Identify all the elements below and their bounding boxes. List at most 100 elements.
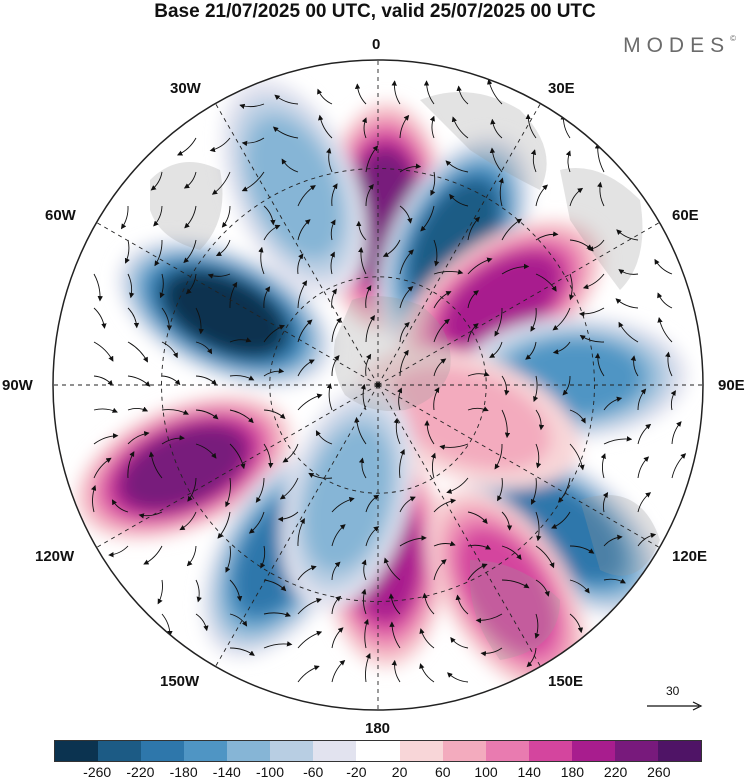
wind-arrow <box>525 341 537 360</box>
wind-arrow <box>221 205 231 228</box>
wind-arrow <box>277 511 299 522</box>
wind-arrow <box>263 611 291 617</box>
wind-arrow <box>637 492 652 513</box>
wind-arrow <box>241 137 265 147</box>
wind-arrow <box>399 349 409 377</box>
colorbar <box>54 740 702 762</box>
colorbar-swatch <box>270 741 314 761</box>
colorbar-tick-label: 100 <box>474 764 498 780</box>
wind-arrow <box>433 358 447 377</box>
wind-arrow <box>361 117 367 139</box>
wind-arrow <box>637 423 652 445</box>
wind-arrow <box>124 239 130 264</box>
wind-arrow <box>455 594 469 615</box>
latitude-circle <box>269 276 487 494</box>
wind-arrow <box>187 477 197 502</box>
wind-arrow <box>531 477 537 505</box>
wind-arrow <box>330 219 336 241</box>
meridian-line <box>377 384 541 667</box>
colorbar-tick-label: -20 <box>346 764 367 780</box>
wind-arrow <box>430 171 436 196</box>
colorbar-swatch <box>442 741 486 761</box>
wind-arrow <box>263 641 293 649</box>
wind-arrow <box>215 239 231 257</box>
wind-arrow <box>150 171 163 191</box>
meridian-line <box>215 103 379 386</box>
wind-arrow <box>281 158 299 173</box>
wind-arrow <box>274 94 299 105</box>
wind-arrow <box>161 375 181 386</box>
wind-arrow <box>424 420 435 445</box>
anomaly-contour <box>165 272 285 355</box>
wind-arrow <box>535 409 545 431</box>
colorbar-swatch <box>141 741 185 761</box>
wind-arrow <box>382 239 401 257</box>
wind-arrow <box>630 355 639 377</box>
wind-arrow <box>433 318 450 343</box>
colorbar-swatch <box>313 741 357 761</box>
label-lon-120w: 120W <box>35 548 75 565</box>
wind-arrow <box>318 114 333 139</box>
wind-arrow <box>535 545 555 569</box>
wind-arrow <box>229 613 248 627</box>
label-lon-0: 0 <box>372 36 381 53</box>
wind-arrow <box>297 630 323 649</box>
wind-arrow <box>356 220 367 241</box>
wind-arrow <box>108 545 129 558</box>
wind-arrow <box>569 409 586 424</box>
wind-arrow <box>365 145 379 173</box>
wind-arrow <box>449 193 469 207</box>
wind-arrow <box>530 307 537 332</box>
wind-arrow <box>263 579 287 592</box>
colorbar-tick-label: -140 <box>212 764 241 780</box>
wind-arrow <box>186 545 197 567</box>
wind-arrow <box>654 258 673 275</box>
wind-arrow <box>195 409 219 420</box>
wind-arrow <box>263 224 281 241</box>
anomaly-field <box>74 78 688 695</box>
anomaly-contour <box>458 529 557 655</box>
wind-arrow <box>184 205 197 229</box>
colorbar-swatch <box>184 741 228 761</box>
wind-arrow <box>582 273 605 290</box>
wind-arrow <box>494 307 503 337</box>
colorbar-tick-label: 140 <box>517 764 541 780</box>
wind-arrow <box>225 545 231 573</box>
wind-arrow <box>195 613 209 632</box>
wind-arrow <box>393 417 401 445</box>
wind-arrow <box>297 253 304 275</box>
wind-arrow <box>209 137 231 153</box>
wind-arrow <box>569 613 584 634</box>
modes-logo: MODES© <box>623 34 736 58</box>
wind-arrow <box>93 341 114 362</box>
meridian-line <box>96 222 379 386</box>
wind-vectors <box>91 78 687 683</box>
wind-arrow <box>148 451 163 479</box>
colorbar-swatch <box>528 741 572 761</box>
wind-arrow <box>467 511 488 525</box>
wind-arrow <box>229 579 243 602</box>
wind-arrow <box>195 443 217 459</box>
colorbar-tick-label: 180 <box>560 764 585 780</box>
meridian-line <box>377 103 541 386</box>
wind-arrow <box>229 337 252 343</box>
wind-arrow <box>497 477 503 502</box>
wind-arrow <box>429 115 435 139</box>
wind-arrow <box>494 443 503 470</box>
wind-arrow <box>229 409 254 424</box>
wind-arrow <box>279 477 299 500</box>
wind-arrow <box>391 659 401 683</box>
wind-arrow <box>467 371 490 377</box>
wind-arrow <box>657 317 673 343</box>
wind-arrow <box>263 443 274 469</box>
wind-arrow <box>326 147 333 173</box>
wind-arrow <box>557 477 571 503</box>
wind-arrow <box>603 436 633 445</box>
wind-arrow <box>365 183 374 207</box>
wind-arrow <box>354 83 367 105</box>
wind-arrow <box>389 621 401 649</box>
wind-arrow <box>602 492 609 513</box>
wind-arrow <box>154 239 163 267</box>
colorbar-tick-label: -260 <box>83 764 112 780</box>
wind-arrow <box>480 647 503 657</box>
